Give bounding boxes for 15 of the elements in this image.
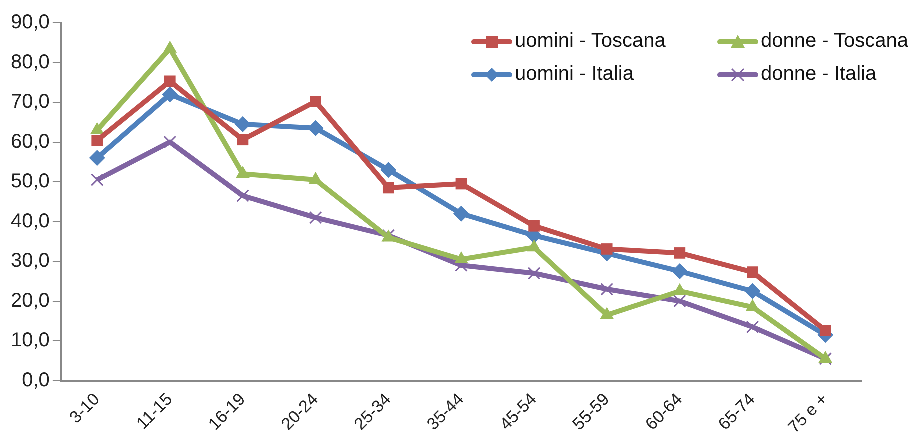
legend-label: uomini - Toscana (515, 30, 666, 53)
y-tick-label: 0,0 (22, 369, 50, 392)
legend-label: donne - Toscana (761, 30, 909, 53)
y-tick-label: 20,0 (10, 290, 50, 312)
legend-label: uomini - Italia (515, 63, 634, 86)
y-tick-label: 50,0 (10, 170, 50, 193)
y-tick-label: 30,0 (10, 250, 50, 272)
y-tick-label: 70,0 (10, 91, 50, 114)
y-tick-label: 80,0 (10, 51, 50, 74)
y-tick-label: 40,0 (10, 210, 50, 232)
y-tick-label: 60,0 (10, 130, 50, 153)
y-tick-label: 90,0 (10, 12, 50, 34)
x-tick-label: 75 e + (784, 390, 832, 437)
legend-label: donne - Italia (761, 63, 877, 86)
y-tick-label: 10,0 (10, 330, 50, 352)
